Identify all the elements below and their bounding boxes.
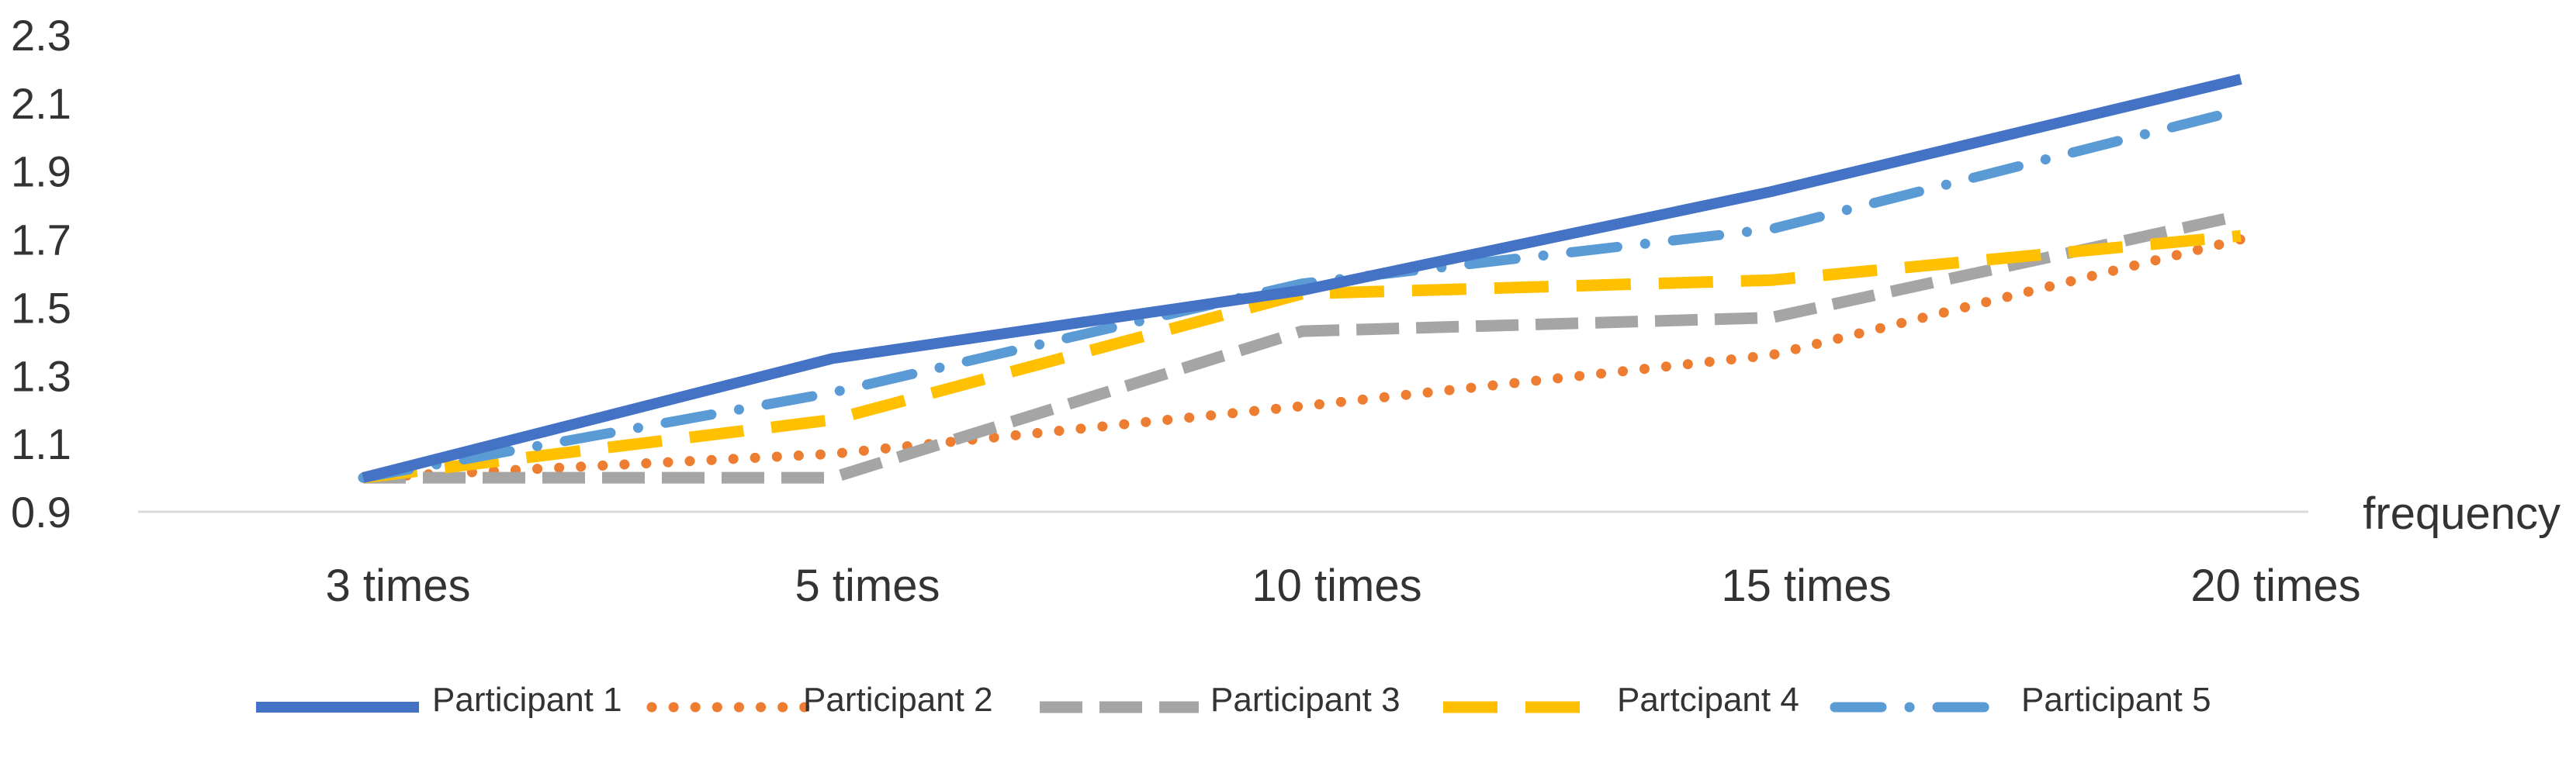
series-line-1 — [362, 74, 2242, 483]
x-tick-label: 15 times — [1721, 561, 1891, 611]
series-line-3 — [363, 209, 2242, 484]
legend-label-2: Participant 2 — [803, 681, 993, 719]
x-axis-label: frequency — [2363, 489, 2560, 539]
legend-label-4: Partcipant 4 — [1617, 681, 1799, 719]
y-tick-label: 2.1 — [11, 79, 71, 128]
legend-label-3: Participant 3 — [1210, 681, 1401, 719]
y-axis-ticks: 0.9 1.1 1.3 1.5 1.7 1.9 2.1 2.3 — [11, 11, 71, 537]
y-tick-label: 1.5 — [11, 283, 71, 332]
legend-label-1: Participant 1 — [432, 681, 622, 719]
x-axis-ticks: 3 times 5 times 10 times 15 times 20 times — [326, 561, 2361, 611]
y-tick-label: 1.9 — [11, 147, 71, 196]
legend: Participant 1 Participant 2 Participant 3 P… — [256, 681, 2211, 719]
series-line-5 — [358, 105, 2246, 483]
series-line-4 — [362, 230, 2242, 484]
y-tick-label: 1.1 — [11, 419, 71, 468]
series-line-2 — [358, 234, 2246, 483]
y-tick-label: 1.3 — [11, 351, 71, 400]
y-tick-label: 0.9 — [11, 488, 71, 537]
x-tick-label: 10 times — [1252, 561, 1421, 611]
series-lines — [358, 74, 2246, 484]
y-tick-label: 1.7 — [11, 216, 71, 264]
legend-label-5: Participant 5 — [2021, 681, 2211, 719]
y-tick-label: 2.3 — [11, 11, 71, 60]
x-tick-label: 5 times — [795, 561, 940, 611]
x-tick-label: 3 times — [326, 561, 471, 611]
x-tick-label: 20 times — [2190, 561, 2360, 611]
